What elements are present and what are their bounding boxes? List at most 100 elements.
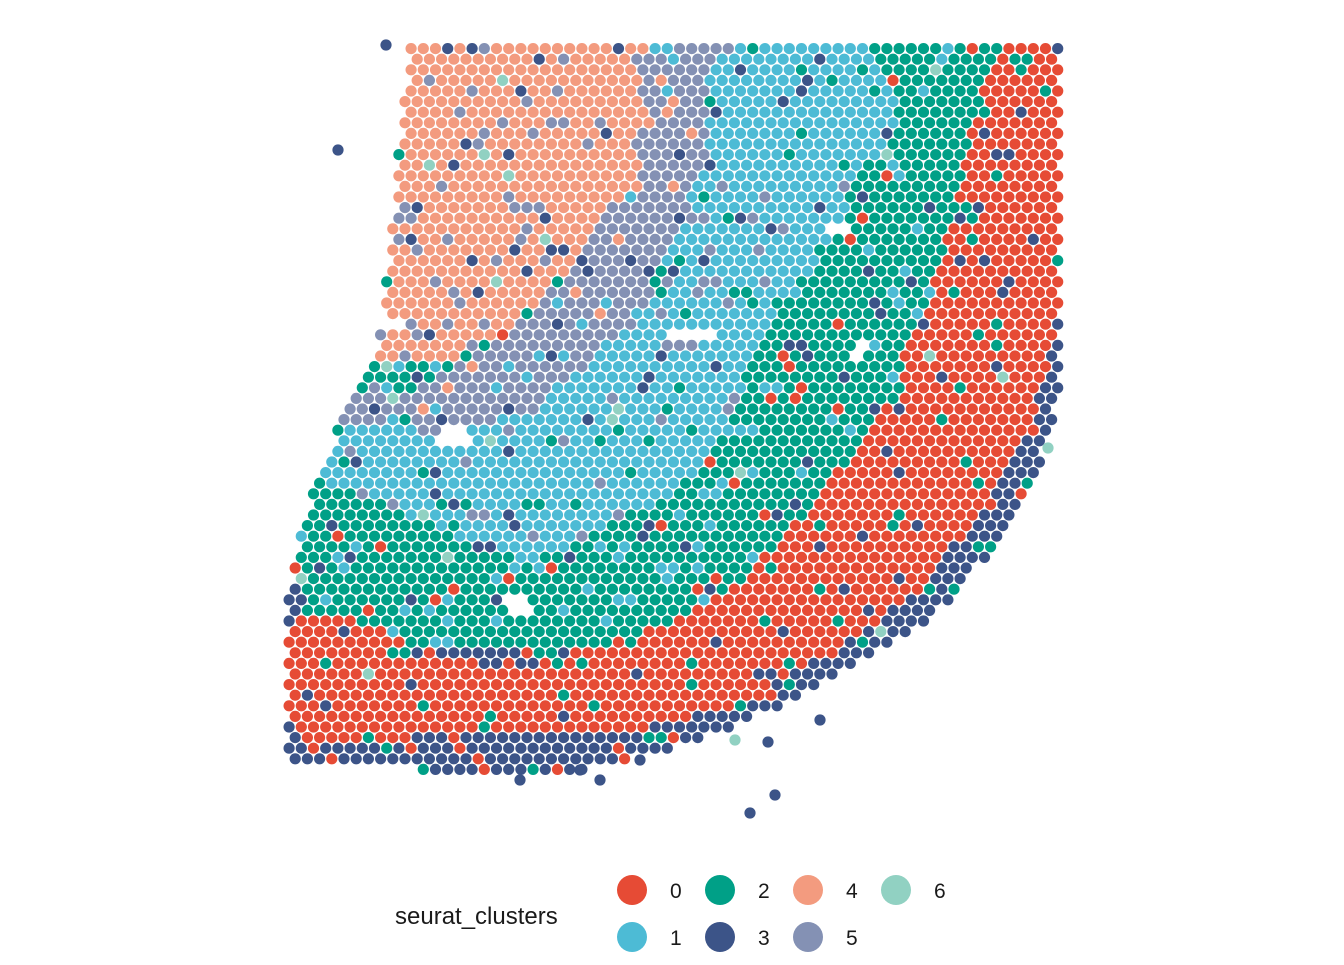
spot-cluster-5 [649, 170, 661, 182]
spot-cluster-4 [619, 180, 631, 192]
spot-cluster-4 [625, 85, 637, 97]
spot-cluster-4 [600, 191, 612, 203]
spot-cluster-0 [875, 435, 887, 447]
spot-cluster-2 [600, 594, 612, 606]
spot-cluster-0 [423, 668, 435, 680]
spot-cluster-4 [478, 64, 490, 76]
spot-cluster-1 [808, 85, 820, 97]
spot-cluster-0 [966, 488, 978, 500]
spot-cluster-0 [942, 445, 954, 457]
legend-key-1 [617, 922, 647, 952]
spot-cluster-2 [728, 562, 741, 574]
spot-cluster-2 [387, 520, 399, 532]
spot-cluster-2 [637, 573, 649, 585]
spot-cluster-2 [344, 573, 356, 585]
spot-cluster-4 [588, 43, 600, 55]
spot-cluster-4 [564, 43, 576, 55]
spot-cluster-0 [716, 689, 728, 701]
spot-cluster-0 [747, 679, 759, 691]
spot-cluster-0 [570, 647, 582, 659]
spot-cluster-5 [643, 244, 655, 256]
spot-cluster-0 [619, 710, 631, 723]
spot-cluster-1 [582, 371, 594, 383]
spot-cluster-4 [570, 223, 582, 235]
spot-cluster-1 [631, 477, 643, 489]
spot-cluster-4 [399, 265, 411, 277]
spot-cluster-4 [539, 276, 551, 288]
spot-cluster-0 [448, 668, 460, 680]
spot-cluster-0 [454, 657, 466, 670]
spot-cluster-3 [637, 530, 649, 542]
spot-cluster-1 [765, 117, 777, 129]
spot-cluster-0 [917, 445, 930, 457]
spot-cluster-2 [368, 361, 381, 373]
spot-cluster-4 [484, 223, 496, 235]
spot-cluster-2 [307, 530, 320, 542]
spot-cluster-2 [588, 615, 600, 627]
spot-cluster-1 [649, 43, 661, 55]
spot-cluster-2 [771, 297, 783, 309]
spot-cluster-0 [576, 679, 588, 691]
spot-cluster-4 [423, 53, 435, 65]
spot-cluster-4 [478, 85, 490, 97]
spot-cluster-3 [503, 509, 515, 521]
spot-cluster-1 [747, 149, 759, 161]
spot-cluster-1 [887, 117, 899, 129]
spot-cluster-1 [863, 53, 875, 65]
spot-cluster-0 [911, 477, 924, 489]
spot-cluster-1 [619, 392, 631, 404]
spot-cluster-0 [314, 710, 326, 723]
spot-cluster-1 [368, 488, 381, 500]
spot-cluster-0 [759, 657, 771, 670]
spot-cluster-4 [405, 170, 417, 182]
spot-cluster-5 [594, 117, 606, 129]
spot-cluster-4 [405, 106, 417, 118]
spot-cluster-2 [808, 445, 820, 457]
spot-cluster-2 [741, 520, 753, 532]
spot-cluster-0 [930, 551, 942, 564]
spot-cluster-0 [1027, 382, 1039, 394]
spot-cluster-2 [417, 361, 429, 373]
spot-cluster-1 [850, 96, 863, 108]
spot-cluster-4 [417, 339, 429, 351]
spot-cluster-5 [533, 371, 545, 383]
spot-cluster-2 [948, 202, 960, 214]
spot-cluster-0 [966, 424, 978, 436]
spot-cluster-1 [490, 445, 503, 457]
spot-cluster-2 [533, 498, 545, 510]
spot-cluster-1 [625, 403, 637, 415]
spot-cluster-1 [356, 445, 368, 457]
spot-cluster-0 [802, 626, 814, 638]
spot-cluster-0 [844, 467, 856, 479]
spot-cluster-1 [680, 414, 692, 426]
spot-cluster-3 [972, 520, 985, 532]
spot-cluster-2 [734, 530, 747, 542]
spot-cluster-0 [942, 297, 954, 309]
spot-cluster-0 [527, 679, 539, 691]
spot-cluster-2 [905, 191, 917, 203]
spot-cluster-1 [405, 488, 417, 500]
spot-cluster-2 [423, 562, 435, 574]
spot-cluster-4 [466, 212, 478, 224]
spot-cluster-2 [570, 626, 582, 638]
spot-cluster-0 [930, 488, 942, 500]
spot-cluster-3 [1033, 414, 1045, 426]
spot-cluster-5 [600, 212, 612, 224]
spot-cluster-2 [856, 318, 869, 330]
spot-cluster-3 [332, 144, 344, 156]
spot-cluster-3 [503, 742, 515, 754]
spot-cluster-3 [283, 615, 295, 627]
spot-cluster-0 [753, 562, 765, 574]
spot-cluster-1 [356, 424, 368, 436]
spot-cluster-2 [436, 626, 448, 638]
spot-cluster-0 [326, 732, 338, 744]
spot-cluster-0 [863, 498, 875, 510]
spot-cluster-0 [771, 615, 783, 627]
spot-cluster-2 [759, 488, 771, 500]
spot-cluster-2 [783, 679, 795, 691]
spot-cluster-5 [436, 180, 448, 192]
spot-cluster-1 [814, 74, 826, 86]
spot-cluster-4 [393, 297, 405, 309]
spot-cluster-3 [710, 106, 722, 118]
spot-cluster-1 [484, 477, 496, 489]
